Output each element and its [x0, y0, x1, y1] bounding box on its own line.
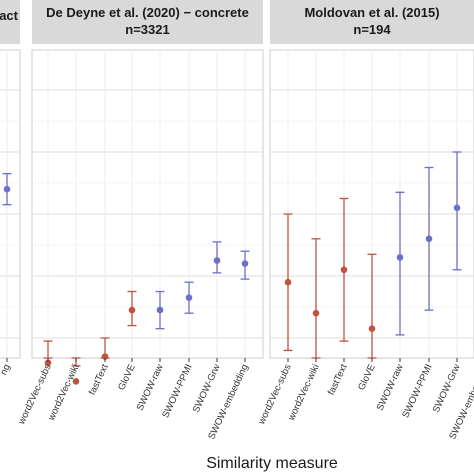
x-tick-label: fastText [326, 362, 350, 397]
panel-title-line: Moldovan et al. (2015) [304, 5, 439, 20]
panel-strip [32, 0, 263, 44]
panel-title-line: n=3321 [125, 22, 169, 37]
panel-title-line: n=194 [353, 22, 391, 37]
plot-area [0, 49, 21, 359]
panel-title-line: De Deyne et al. (2020) − concrete [46, 5, 249, 20]
panel-middle: De Deyne et al. (2020) − concreten=3321w… [16, 0, 264, 441]
x-tick-label: SWOW-PPMI [160, 363, 194, 420]
panel-strip [0, 0, 20, 44]
panels-layer: act ng De Deyne et al. (2020) − concrete n=… [0, 0, 474, 441]
panel-left: act ng [0, 0, 21, 377]
x-tick-label: GloVE [356, 363, 378, 393]
x-tick-label: SWOW-PPMI [400, 363, 434, 420]
data-point [101, 353, 109, 360]
data-point [213, 257, 221, 264]
x-tick-label: SWOW-raw [375, 363, 406, 413]
data-point [396, 254, 404, 261]
data-point [72, 378, 80, 385]
data-point [368, 325, 376, 333]
data-point [340, 266, 348, 274]
x-tick-label: ng [0, 363, 13, 377]
data-point [128, 306, 136, 314]
plot-area [31, 49, 264, 359]
x-tick-label: GloVE [116, 363, 138, 393]
data-point [284, 278, 292, 286]
data-point [425, 235, 433, 243]
x-tick-label: SWOW-raw [135, 363, 166, 413]
x-tick-label: SWOW-Grw [191, 363, 223, 415]
panel-title-line: act [0, 8, 19, 23]
x-axis-title: Similarity measure [206, 455, 338, 472]
panel-strip [270, 0, 474, 44]
data-point [3, 185, 11, 193]
data-point [453, 204, 461, 212]
data-point [185, 294, 193, 302]
data-point [44, 359, 52, 367]
x-tick-label: SWOW-Grw [431, 363, 463, 415]
x-tick-label: fastText [87, 362, 111, 397]
data-point [241, 260, 249, 267]
data-point [312, 309, 320, 317]
panel-right: Moldovan et al. (2015)n=194word2Vec-subs… [256, 0, 474, 441]
data-point [156, 306, 164, 314]
